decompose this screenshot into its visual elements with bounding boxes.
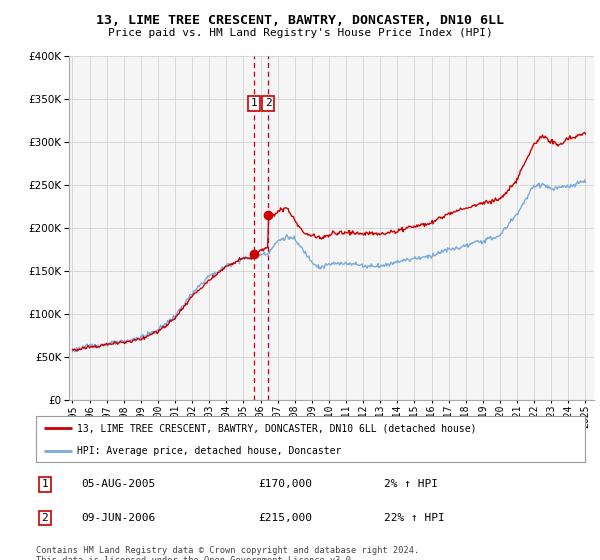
Text: 13, LIME TREE CRESCENT, BAWTRY, DONCASTER, DN10 6LL: 13, LIME TREE CRESCENT, BAWTRY, DONCASTE… <box>96 14 504 27</box>
Text: 1: 1 <box>250 99 257 108</box>
Text: 09-JUN-2006: 09-JUN-2006 <box>81 513 155 523</box>
Text: 2: 2 <box>265 99 272 108</box>
Text: 13, LIME TREE CRESCENT, BAWTRY, DONCASTER, DN10 6LL (detached house): 13, LIME TREE CRESCENT, BAWTRY, DONCASTE… <box>77 423 476 433</box>
Text: 2: 2 <box>41 513 49 523</box>
Text: HPI: Average price, detached house, Doncaster: HPI: Average price, detached house, Donc… <box>77 446 341 456</box>
Text: Price paid vs. HM Land Registry's House Price Index (HPI): Price paid vs. HM Land Registry's House … <box>107 28 493 38</box>
Text: 1: 1 <box>41 479 49 489</box>
Text: 2% ↑ HPI: 2% ↑ HPI <box>384 479 438 489</box>
Text: Contains HM Land Registry data © Crown copyright and database right 2024.
This d: Contains HM Land Registry data © Crown c… <box>36 546 419 560</box>
Text: £215,000: £215,000 <box>258 513 312 523</box>
Text: 05-AUG-2005: 05-AUG-2005 <box>81 479 155 489</box>
Text: £170,000: £170,000 <box>258 479 312 489</box>
Bar <box>268 56 269 400</box>
Text: 22% ↑ HPI: 22% ↑ HPI <box>384 513 445 523</box>
